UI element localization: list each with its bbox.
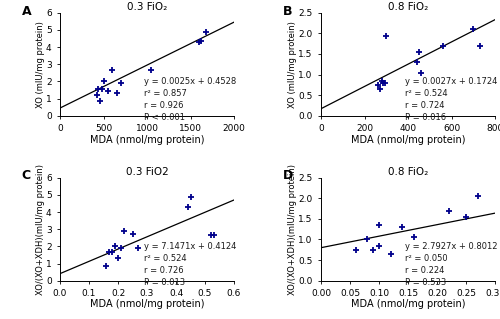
Y-axis label: XO (mIU/mg protein): XO (mIU/mg protein)	[36, 21, 44, 108]
X-axis label: MDA (nmol/mg protein): MDA (nmol/mg protein)	[351, 135, 465, 145]
Point	[148, 68, 156, 73]
Point	[462, 214, 470, 219]
Point	[108, 68, 116, 73]
Point	[210, 233, 218, 238]
Point	[134, 246, 142, 251]
Point	[184, 204, 192, 209]
Point	[94, 87, 102, 92]
Y-axis label: XO (mIU/mg protein): XO (mIU/mg protein)	[288, 21, 297, 108]
Title: 0.3 FiO₂: 0.3 FiO₂	[127, 2, 167, 12]
Text: y = 7.1471x + 0.4124
r² = 0.524
r = 0.726
P = 0.013: y = 7.1471x + 0.4124 r² = 0.524 r = 0.72…	[144, 241, 236, 287]
Point	[186, 194, 194, 199]
Point	[117, 81, 125, 86]
Point	[114, 256, 122, 261]
Point	[469, 27, 477, 32]
Point	[412, 60, 420, 65]
Point	[417, 70, 425, 75]
Point	[415, 49, 423, 55]
Text: y = 0.0027x + 0.1724
r² = 0.524
r = 0.724
P = 0.016: y = 0.0027x + 0.1724 r² = 0.524 r = 0.72…	[404, 77, 497, 122]
Title: 0.8 FiO₂: 0.8 FiO₂	[388, 2, 428, 12]
Title: 0.8 FiO₂: 0.8 FiO₂	[388, 167, 428, 177]
Point	[106, 250, 114, 255]
Point	[111, 244, 119, 249]
Point	[112, 90, 120, 95]
Point	[381, 80, 389, 85]
Text: A: A	[22, 4, 32, 18]
Point	[100, 79, 108, 84]
Text: y = 0.0025x + 0.4528
r² = 0.857
r = 0.926
P < 0.001: y = 0.0025x + 0.4528 r² = 0.857 r = 0.92…	[144, 77, 236, 122]
Point	[364, 237, 372, 242]
Point	[98, 87, 106, 92]
Point	[376, 86, 384, 92]
Point	[117, 246, 125, 251]
X-axis label: MDA (nmol/mg protein): MDA (nmol/mg protein)	[90, 300, 204, 309]
Text: y = 2.7927x + 0.8012
r² = 0.050
r = 0.224
P = 0.533: y = 2.7927x + 0.8012 r² = 0.050 r = 0.22…	[404, 241, 497, 287]
Point	[104, 88, 112, 93]
Point	[369, 247, 377, 252]
X-axis label: MDA (nmol/mg protein): MDA (nmol/mg protein)	[351, 300, 465, 309]
Y-axis label: XO/(XO+XDH)(mIU/mg protein): XO/(XO+XDH)(mIU/mg protein)	[288, 164, 297, 295]
Text: C: C	[22, 169, 31, 182]
Point	[398, 225, 406, 230]
Point	[352, 247, 360, 252]
Point	[102, 263, 110, 269]
Point	[120, 228, 128, 234]
Title: 0.3 FiO2: 0.3 FiO2	[126, 167, 168, 177]
Point	[207, 233, 215, 238]
Point	[202, 29, 210, 34]
Point	[108, 250, 116, 255]
Point	[197, 39, 205, 44]
Y-axis label: XO/(XO+XDH)(mIU/mg protein): XO/(XO+XDH)(mIU/mg protein)	[36, 164, 44, 295]
Point	[444, 208, 452, 213]
Point	[476, 43, 484, 48]
Point	[195, 40, 203, 45]
Point	[92, 93, 100, 98]
Point	[128, 232, 136, 237]
Text: B: B	[282, 4, 292, 18]
X-axis label: MDA (nmol/mg protein): MDA (nmol/mg protein)	[90, 135, 204, 145]
Point	[410, 235, 418, 240]
Point	[374, 82, 382, 87]
Point	[96, 99, 104, 104]
Point	[382, 34, 390, 39]
Text: D: D	[282, 169, 293, 182]
Point	[375, 223, 383, 228]
Point	[379, 80, 387, 85]
Point	[386, 251, 394, 256]
Point	[378, 78, 386, 83]
Point	[474, 194, 482, 199]
Point	[439, 43, 447, 48]
Point	[375, 243, 383, 248]
